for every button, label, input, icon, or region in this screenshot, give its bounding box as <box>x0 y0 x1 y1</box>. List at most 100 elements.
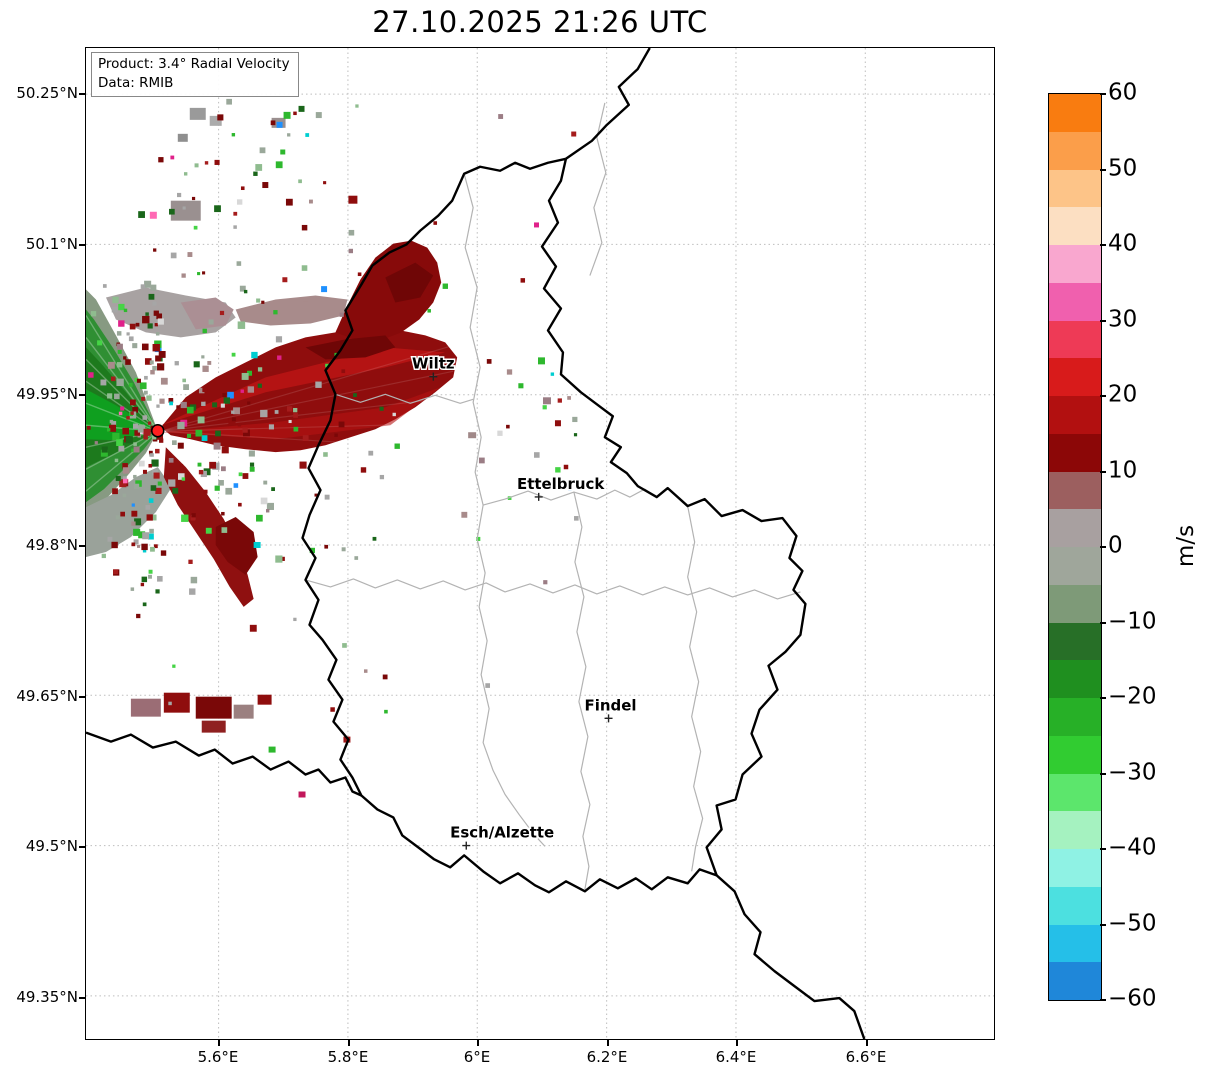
x-tick-label: 5.8°E <box>327 1048 369 1066</box>
colorbar-segment <box>1049 131 1101 170</box>
colorbar-tick-label: 0 <box>1108 532 1123 559</box>
x-tick-mark <box>866 1040 868 1046</box>
x-tick-label: 5.6°E <box>197 1048 239 1066</box>
y-tick-mark <box>79 846 85 848</box>
colorbar-segment <box>1049 282 1101 321</box>
colorbar-tick-mark <box>1100 546 1106 548</box>
y-tick-mark <box>79 545 85 547</box>
x-tick-mark <box>348 1040 350 1046</box>
x-tick-mark <box>477 1040 479 1046</box>
y-tick-mark <box>79 93 85 95</box>
colorbar-segment <box>1049 320 1101 359</box>
city-label: Ettelbruck <box>517 475 605 493</box>
city-cross-icon <box>604 714 613 723</box>
radar-echoes <box>86 98 581 798</box>
x-tick-mark <box>218 1040 220 1046</box>
colorbar-tick-mark <box>1100 773 1106 775</box>
colorbar-segment <box>1049 773 1101 812</box>
y-tick-mark <box>79 997 85 999</box>
colorbar-segment <box>1049 433 1101 472</box>
x-tick-label: 6.6°E <box>845 1048 887 1066</box>
colorbar <box>1048 93 1102 1001</box>
colorbar-segment <box>1049 509 1101 547</box>
x-tick-label: 6.2°E <box>586 1048 628 1066</box>
colorbar-tick-label: 10 <box>1108 457 1138 484</box>
x-tick-label: 6.4°E <box>715 1048 757 1066</box>
colorbar-tick-label: −30 <box>1108 759 1157 786</box>
colorbar-segment <box>1049 547 1101 585</box>
colorbar-tick-label: 20 <box>1108 381 1138 408</box>
colorbar-tick-label: 50 <box>1108 155 1138 182</box>
colorbar-segment <box>1049 660 1101 698</box>
colorbar-segment <box>1049 245 1101 283</box>
city-cross-icon <box>429 372 438 381</box>
colorbar-segment <box>1049 886 1101 925</box>
colorbar-segment <box>1049 962 1101 1000</box>
country-borders <box>86 48 866 1039</box>
y-tick-mark <box>79 696 85 698</box>
map-svg: Wiltz Ettelbruck Findel Esch/Alzette <box>86 48 994 1039</box>
city-marker: Esch/Alzette <box>449 822 556 850</box>
city-cross-icon <box>462 841 471 850</box>
y-tick-label: 50.1°N <box>25 235 78 253</box>
y-tick-mark <box>79 394 85 396</box>
colorbar-tick-mark <box>1100 924 1106 926</box>
colorbar-tick-label: −10 <box>1108 608 1157 635</box>
colorbar-tick-label: 30 <box>1108 306 1138 333</box>
figure-title: 27.10.2025 21:26 UTC <box>372 5 708 39</box>
colorbar-segment <box>1049 849 1101 887</box>
colorbar-segment <box>1049 396 1101 434</box>
y-tick-label: 49.35°N <box>16 988 78 1006</box>
colorbar-tick-mark <box>1100 320 1106 322</box>
colorbar-tick-label: −20 <box>1108 683 1157 710</box>
product-info-box: Product: 3.4° Radial Velocity Data: RMIB <box>91 52 299 97</box>
colorbar-segment <box>1049 471 1101 510</box>
colorbar-tick-label: −60 <box>1108 985 1157 1012</box>
colorbar-tick-mark <box>1100 999 1106 1001</box>
y-tick-label: 49.95°N <box>16 385 78 403</box>
y-tick-mark <box>79 244 85 246</box>
y-tick-label: 49.5°N <box>25 837 78 855</box>
colorbar-segment <box>1049 698 1101 736</box>
colorbar-tick-mark <box>1100 471 1106 473</box>
district-borders <box>305 102 801 890</box>
colorbar-tick-label: −50 <box>1108 910 1157 937</box>
colorbar-segment <box>1049 811 1101 849</box>
colorbar-segment <box>1049 94 1101 132</box>
city-marker: Wiltz <box>411 353 456 381</box>
city-marker: Findel <box>583 695 638 723</box>
product-label: Product: 3.4° Radial Velocity <box>98 56 290 72</box>
colorbar-tick-label: 60 <box>1108 79 1138 106</box>
city-label: Wiltz <box>412 355 455 373</box>
y-tick-label: 49.65°N <box>16 687 78 705</box>
colorbar-tick-mark <box>1100 848 1106 850</box>
colorbar-tick-mark <box>1100 93 1106 95</box>
x-tick-mark <box>607 1040 609 1046</box>
colorbar-segment <box>1049 584 1101 623</box>
y-tick-label: 49.8°N <box>25 536 78 554</box>
colorbar-segment <box>1049 924 1101 963</box>
colorbar-tick-mark <box>1100 169 1106 171</box>
data-source-label: Data: RMIB <box>98 74 174 91</box>
map-plot: Wiltz Ettelbruck Findel Esch/Alzette Produc… <box>85 47 995 1040</box>
colorbar-tick-mark <box>1100 395 1106 397</box>
y-tick-label: 50.25°N <box>16 84 78 102</box>
colorbar-tick-mark <box>1100 697 1106 699</box>
colorbar-segment <box>1049 735 1101 774</box>
colorbar-segment <box>1049 622 1101 661</box>
colorbar-tick-mark <box>1100 622 1106 624</box>
city-cross-icon <box>534 492 543 501</box>
colorbar-segment <box>1049 358 1101 396</box>
radar-site-marker <box>151 423 165 438</box>
colorbar-tick-mark <box>1100 244 1106 246</box>
city-markers: Wiltz Ettelbruck Findel Esch/Alzette <box>411 353 638 850</box>
colorbar-unit-label: m/s <box>1173 524 1199 568</box>
colorbar-segment <box>1049 169 1101 208</box>
x-tick-mark <box>736 1040 738 1046</box>
colorbar-segment <box>1049 207 1101 245</box>
city-label: Esch/Alzette <box>450 824 554 842</box>
gridlines <box>86 48 994 1039</box>
city-marker: Ettelbruck <box>516 473 607 501</box>
colorbar-tick-label: 40 <box>1108 230 1138 257</box>
